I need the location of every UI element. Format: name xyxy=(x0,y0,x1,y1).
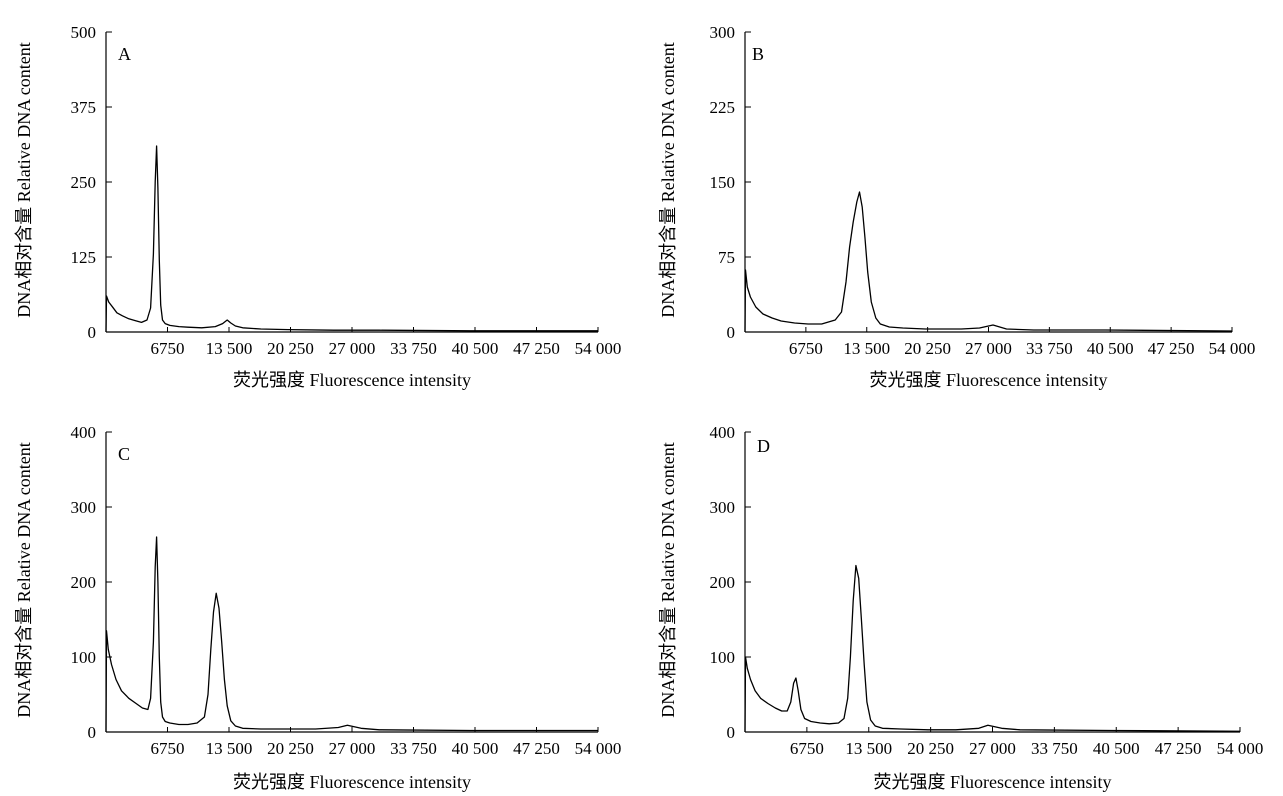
panel-letter: A xyxy=(118,44,131,64)
histogram-series-line xyxy=(744,191,1233,333)
x-tick-label: 54 000 xyxy=(1217,739,1264,758)
x-tick-label: 40 500 xyxy=(452,739,499,758)
x-axis-title: 荧光强度 Fluorescence intensity xyxy=(233,772,471,792)
y-tick-label: 200 xyxy=(71,573,97,592)
x-tick-label: 20 250 xyxy=(267,739,314,758)
y-tick-label: 0 xyxy=(727,323,736,342)
x-tick-label: 47 250 xyxy=(513,339,560,358)
chart-panel-d: 0 100 200 300 400 6750 13 500 20 250 27 000 33 75… xyxy=(658,423,1263,792)
y-tick-label: 150 xyxy=(710,173,736,192)
x-tick-label: 27 000 xyxy=(969,739,1016,758)
x-tick-label: 27 000 xyxy=(965,339,1012,358)
x-tick-label: 47 250 xyxy=(1155,739,1202,758)
histogram-series-line xyxy=(105,145,598,333)
y-tick-label: 400 xyxy=(71,423,97,442)
x-tick-label: 6750 xyxy=(151,739,185,758)
x-tick-label: 54 000 xyxy=(575,339,622,358)
y-tick-label: 0 xyxy=(88,323,97,342)
panel-letter: C xyxy=(118,444,130,464)
x-tick-label: 27 000 xyxy=(329,339,376,358)
y-axis-title: DNA相对含量 Relative DNA content xyxy=(14,442,34,717)
y-tick-label: 400 xyxy=(710,423,736,442)
x-tick-label: 33 750 xyxy=(1031,739,1078,758)
x-tick-label: 40 500 xyxy=(1093,739,1140,758)
x-tick-label: 13 500 xyxy=(843,339,890,358)
x-tick-label: 47 250 xyxy=(1148,339,1195,358)
y-axis-title: DNA相对含量 Relative DNA content xyxy=(14,42,34,317)
x-tick-label: 13 500 xyxy=(206,739,253,758)
y-tick-label: 125 xyxy=(71,248,97,267)
histogram-series-line xyxy=(744,564,1241,733)
x-axis-title: 荧光强度 Fluorescence intensity xyxy=(874,772,1112,792)
y-tick-label: 100 xyxy=(710,648,736,667)
y-tick-label: 300 xyxy=(710,498,736,517)
chart-panel-b: 0 75 150 225 300 6750 13 500 20 250 27 000 33 750… xyxy=(658,23,1255,390)
x-tick-label: 54 000 xyxy=(575,739,622,758)
x-tick-label: 40 500 xyxy=(452,339,499,358)
x-tick-label: 33 750 xyxy=(390,339,437,358)
x-axis-title: 荧光强度 Fluorescence intensity xyxy=(233,370,471,390)
y-tick-label: 75 xyxy=(718,248,735,267)
panel-letter: D xyxy=(757,436,770,456)
histogram-series-line xyxy=(105,536,598,733)
y-tick-label: 300 xyxy=(710,23,736,42)
chart-panel-a: 0 125 250 375 500 6750 13 500 20 250 27 000 33 75… xyxy=(14,23,621,390)
x-tick-label: 6750 xyxy=(789,339,823,358)
x-tick-label: 40 500 xyxy=(1087,339,1134,358)
x-tick-label: 20 250 xyxy=(267,339,314,358)
y-tick-label: 100 xyxy=(71,648,97,667)
x-tick-label: 33 750 xyxy=(1026,339,1073,358)
y-tick-label: 225 xyxy=(710,98,736,117)
x-tick-label: 6750 xyxy=(790,739,824,758)
x-tick-label: 47 250 xyxy=(513,739,560,758)
panel-letter: B xyxy=(752,44,764,64)
y-tick-label: 375 xyxy=(71,98,97,117)
y-axis-title: DNA相对含量 Relative DNA content xyxy=(658,442,678,717)
y-tick-label: 0 xyxy=(727,723,736,742)
chart-panel-c: 0 100 200 300 400 6750 13 500 20 250 27 000 33 75… xyxy=(14,423,621,792)
x-tick-label: 54 000 xyxy=(1209,339,1256,358)
x-axis-title: 荧光强度 Fluorescence intensity xyxy=(870,370,1108,390)
x-tick-label: 33 750 xyxy=(390,739,437,758)
y-axis-title: DNA相对含量 Relative DNA content xyxy=(658,42,678,317)
x-tick-label: 6750 xyxy=(151,339,185,358)
y-tick-label: 250 xyxy=(71,173,97,192)
x-tick-label: 13 500 xyxy=(845,739,892,758)
x-tick-label: 27 000 xyxy=(329,739,376,758)
y-tick-label: 200 xyxy=(710,573,736,592)
y-tick-label: 300 xyxy=(71,498,97,517)
x-tick-label: 20 250 xyxy=(904,339,951,358)
y-tick-label: 500 xyxy=(71,23,97,42)
x-tick-label: 13 500 xyxy=(206,339,253,358)
y-tick-label: 0 xyxy=(88,723,97,742)
x-tick-label: 20 250 xyxy=(907,739,954,758)
